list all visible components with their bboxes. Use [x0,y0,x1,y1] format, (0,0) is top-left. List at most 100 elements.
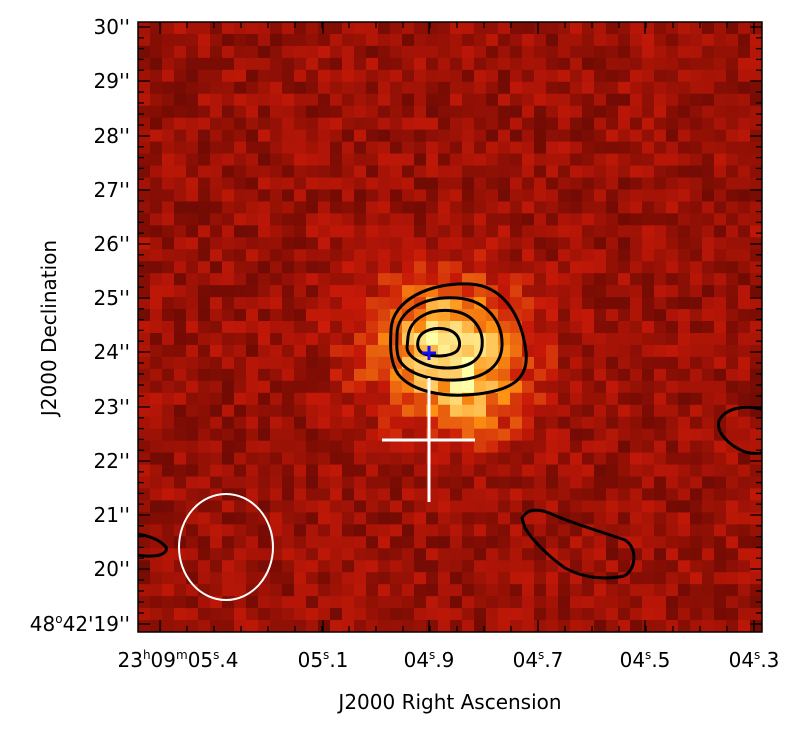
map-pixel [642,332,655,346]
map-pixel [246,344,259,358]
map-pixel [522,368,535,382]
map-pixel [630,488,643,502]
map-pixel [594,560,607,573]
map-pixel [750,297,762,310]
map-pixel [414,105,427,119]
map-pixel [678,488,691,502]
map-pixel [390,380,403,394]
map-pixel [222,177,235,191]
map-pixel [558,608,571,621]
map-pixel [570,321,583,334]
map-pixel [222,368,235,382]
map-pixel [438,22,451,35]
map-pixel [510,524,523,537]
map-pixel [246,22,259,35]
map-pixel [270,560,283,573]
map-pixel [558,201,571,214]
map-pixel [162,213,175,226]
map-pixel [174,273,187,286]
map-pixel [738,249,751,262]
map-pixel [594,332,607,346]
map-pixel [702,261,715,274]
map-pixel [750,428,762,442]
map-pixel [294,249,307,262]
contour-lines [138,282,762,580]
map-pixel [354,440,367,454]
map-pixel [402,33,415,47]
map-pixel [546,93,559,107]
map-pixel [258,129,271,143]
map-pixel [462,225,475,238]
map-pixel [714,620,727,632]
map-pixel [474,524,487,537]
map-pixel [498,165,511,179]
map-pixel [438,165,451,179]
map-pixel [426,237,439,250]
map-pixel [450,117,463,131]
map-pixel [354,165,367,179]
map-pixel [186,500,199,513]
map-pixel [366,273,379,286]
map-pixel [306,153,319,167]
map-pixel [450,572,463,585]
map-pixel [498,440,511,454]
map-pixel [354,524,367,537]
map-pixel [198,261,211,274]
map-pixel [738,129,751,143]
map-pixel [258,69,271,83]
map-pixel [558,356,571,370]
map-pixel [414,273,427,286]
map-pixel [714,297,727,310]
map-pixel [282,524,295,537]
map-pixel [426,129,439,143]
map-pixel [294,261,307,274]
dec-tick-label: 29'' [94,69,130,93]
map-pixel [186,129,199,143]
map-pixel [354,608,367,621]
map-pixel [330,57,343,71]
map-pixel [666,57,679,71]
map-pixel [318,332,331,346]
map-pixel [678,548,691,561]
map-pixel [738,273,751,286]
map-pixel [246,608,259,621]
map-pixel [462,201,475,214]
map-pixel [402,81,415,95]
map-pixel [642,536,655,549]
map-pixel [450,141,463,155]
map-pixel [258,500,271,513]
map-pixel [582,105,595,119]
map-pixel [342,536,355,549]
map-pixel [726,321,739,334]
map-pixel [138,344,151,358]
map-pixel [618,404,631,418]
map-pixel [678,620,691,632]
map-pixel [474,428,487,442]
map-pixel [606,608,619,621]
dec-tick-label: 27'' [94,178,130,202]
map-pixel [306,428,319,442]
map-pixel [606,356,619,370]
map-pixel [138,440,151,454]
map-pixel [690,404,703,418]
map-pixel [426,596,439,609]
map-pixel [402,452,415,466]
map-pixel [546,285,559,298]
map-pixel [330,249,343,262]
map-pixel [342,153,355,167]
map-pixel [306,81,319,95]
map-pixel [594,165,607,179]
map-pixel [366,572,379,585]
map-pixel [294,141,307,155]
map-pixel [726,344,739,358]
map-pixel [510,548,523,561]
map-pixel [390,596,403,609]
map-pixel [294,428,307,442]
map-pixel [210,620,223,632]
map-pixel [438,309,451,322]
map-pixel [690,213,703,226]
map-pixel [498,117,511,131]
map-pixel [714,141,727,155]
map-pixel [234,344,247,358]
map-pixel [402,596,415,609]
